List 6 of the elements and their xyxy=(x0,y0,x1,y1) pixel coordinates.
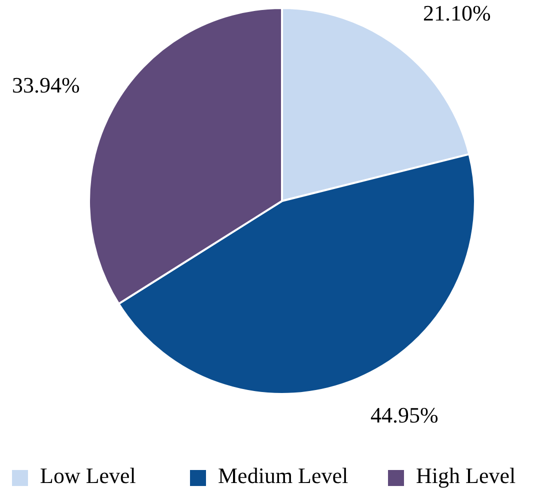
legend-label: Low Level xyxy=(40,463,136,488)
data-label: 21.10% xyxy=(422,0,491,26)
data-label: 33.94% xyxy=(12,72,80,98)
data-label: 44.95% xyxy=(370,402,438,428)
legend-label: High Level xyxy=(416,463,516,488)
legend-label: Medium Level xyxy=(218,463,348,488)
